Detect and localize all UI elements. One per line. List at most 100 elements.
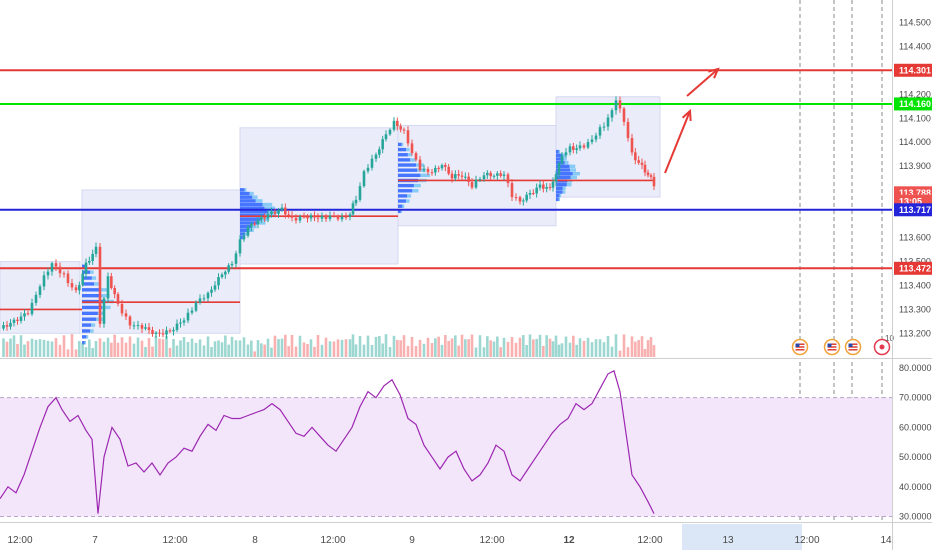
- candle-body: [489, 172, 492, 177]
- volume-bar: [132, 343, 136, 357]
- candle-body: [290, 215, 294, 218]
- candle-body: [560, 155, 564, 164]
- volume-profile-bar: [240, 206, 265, 210]
- candle-body: [313, 215, 316, 218]
- time-tick-label-6: 9: [409, 535, 415, 546]
- volume-profile-bar: [240, 202, 263, 207]
- volume-bar: [418, 339, 422, 357]
- candle-body: [54, 263, 58, 267]
- candle-body: [637, 160, 640, 163]
- volume-profile-bar: [556, 160, 565, 165]
- candle-body: [91, 253, 94, 261]
- volume-bar: [30, 338, 34, 357]
- candle-body: [242, 235, 246, 240]
- volume-bar: [622, 334, 626, 357]
- volume-bar: [336, 339, 340, 357]
- volume-bar: [246, 344, 250, 357]
- candle-body: [250, 223, 253, 227]
- rsi-pane[interactable]: [0, 362, 892, 521]
- volume-bar: [430, 343, 434, 357]
- price-tag-label-1: 114.301: [899, 66, 931, 76]
- candle-body: [374, 154, 378, 159]
- candle-body: [78, 284, 81, 291]
- price-tag-6[interactable]: [894, 261, 932, 275]
- price-tag-5[interactable]: [894, 203, 932, 217]
- time-tick-label-3: 12:00: [162, 535, 187, 546]
- volume-bar: [598, 339, 602, 357]
- price-pane[interactable]: [0, 0, 892, 357]
- us-flag-icon[interactable]: [791, 338, 809, 356]
- alert-circle-icon[interactable]: 10: [873, 334, 895, 356]
- volume-bar: [263, 344, 266, 357]
- candle-body: [66, 273, 70, 284]
- volume-bar: [46, 340, 50, 357]
- candle-body: [34, 294, 38, 303]
- volume-profile-bar: [82, 329, 91, 333]
- candle-body: [464, 176, 467, 178]
- candle-body: [16, 319, 19, 321]
- rsi-axis[interactable]: 80.0000 70.0000 60.0000 50.0000 40.0000 30.00…: [899, 363, 932, 522]
- time-tick-label-8: 12: [563, 535, 575, 546]
- volume-bar: [213, 341, 217, 357]
- price-tag-2[interactable]: [894, 97, 932, 111]
- candle-body: [38, 286, 42, 295]
- candle-body: [649, 175, 653, 177]
- volume-bar: [23, 344, 26, 357]
- us-flag-icon-stripe: [827, 349, 837, 351]
- candle-body: [106, 276, 110, 299]
- arrow-up-2[interactable]: [686, 67, 720, 97]
- volume-bar: [434, 338, 437, 357]
- volume-bar: [320, 344, 324, 357]
- volume-bar: [224, 335, 227, 357]
- candle-body: [124, 313, 128, 317]
- volume-bar: [422, 343, 426, 357]
- candle-body: [50, 263, 54, 272]
- volume-bar: [54, 338, 58, 357]
- time-tick-label-11: 12:00: [794, 535, 819, 546]
- candle-body: [542, 184, 545, 189]
- candle-body: [294, 217, 298, 221]
- volume-bar: [190, 338, 194, 357]
- volume-profile-bar: [400, 209, 402, 214]
- volume-bar: [557, 344, 561, 357]
- volume-bar: [522, 335, 525, 357]
- volume-bar: [370, 344, 374, 357]
- us-flag-icon[interactable]: [823, 338, 841, 356]
- volume-bar: [98, 338, 102, 357]
- rsi-line[interactable]: [0, 370, 655, 514]
- volume-bar: [128, 336, 132, 357]
- arrow-up-1-head: [681, 108, 692, 122]
- volume-bar: [290, 334, 294, 357]
- candle-body: [618, 100, 622, 109]
- volume-bar: [572, 335, 575, 357]
- price-tag-1[interactable]: [894, 63, 932, 77]
- volume-profile-bar: [91, 276, 97, 280]
- candle-body: [506, 174, 510, 184]
- us-flag-icon[interactable]: [844, 338, 862, 356]
- candle-body: [220, 274, 224, 278]
- volume-bar: [38, 339, 42, 357]
- volume-bar: [110, 342, 113, 357]
- arrow-up-1[interactable]: [664, 108, 692, 174]
- volume-bar: [102, 341, 106, 357]
- volume-profile-bar: [410, 158, 416, 162]
- time-axis[interactable]: 12:00 7 12:00 8 12:00 9 12:00 12 12:00 13 12:00 14: [7, 524, 892, 550]
- volume-bar: [506, 341, 510, 357]
- volume-bar: [179, 340, 182, 357]
- volume-bar: [388, 347, 392, 357]
- volume-bar: [649, 337, 653, 357]
- volume-bar: [62, 335, 66, 357]
- volume-bar: [242, 337, 246, 357]
- volume-bar: [91, 347, 94, 357]
- candle-body: [136, 325, 140, 327]
- candle-body: [273, 211, 277, 214]
- candle-body: [202, 298, 206, 300]
- candle-body: [175, 323, 179, 330]
- price-axis[interactable]: 114.500 114.400 114.200 114.100 114.000 113.9…: [894, 18, 932, 339]
- candle-body: [594, 135, 598, 140]
- candle-body: [320, 215, 324, 219]
- volume-bar: [81, 343, 84, 357]
- volume-profile-bar: [412, 189, 419, 193]
- candle-body: [132, 325, 136, 327]
